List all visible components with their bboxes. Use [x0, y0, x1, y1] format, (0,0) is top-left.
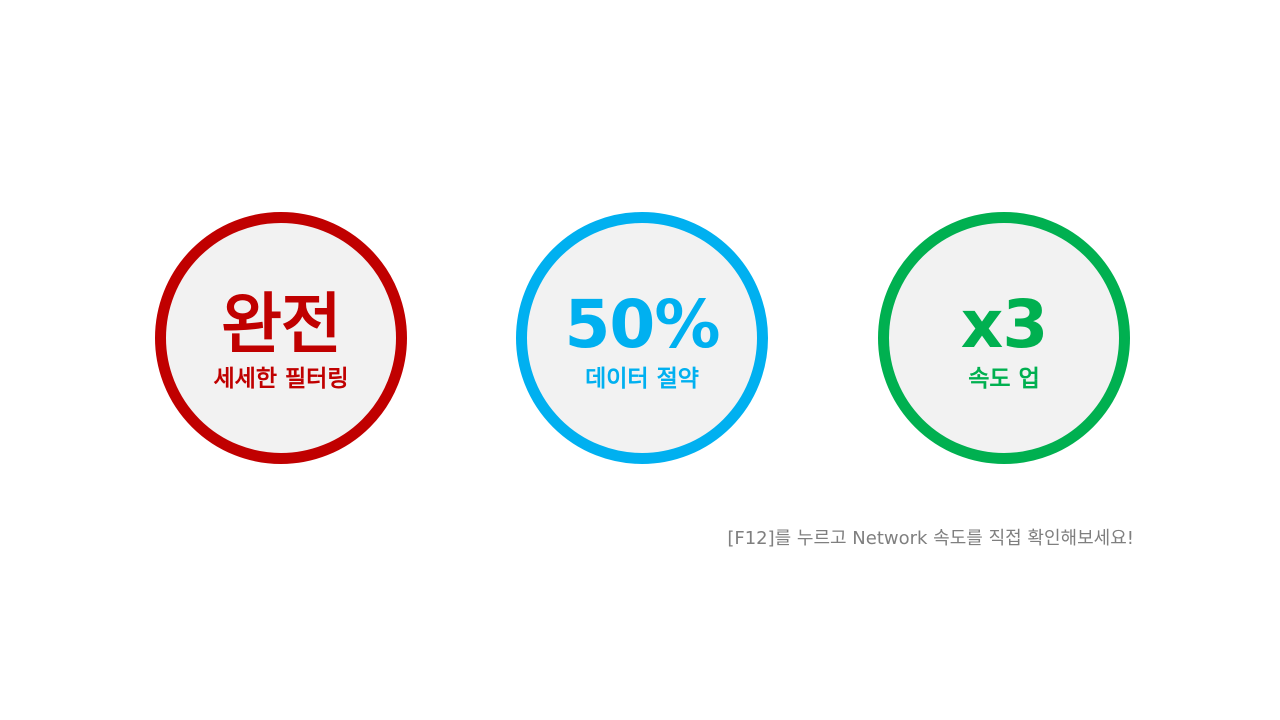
badge-headline: 50%	[564, 285, 721, 363]
badge-speed-up: x3 속도 업	[878, 212, 1130, 464]
badge-subline: 세세한 필터링	[213, 365, 349, 392]
f12-network-hint: [F12]를 누르고 Network 속도를 직접 확인해보세요!	[727, 528, 1134, 549]
badge-headline: x3	[960, 285, 1048, 363]
badge-complete-filtering: 완전 세세한 필터링	[155, 212, 407, 464]
badge-headline: 완전	[221, 285, 341, 363]
badge-subline: 데이터 절약	[585, 365, 699, 392]
badge-subline: 속도 업	[968, 365, 1040, 392]
badge-data-saving: 50% 데이터 절약	[516, 212, 768, 464]
